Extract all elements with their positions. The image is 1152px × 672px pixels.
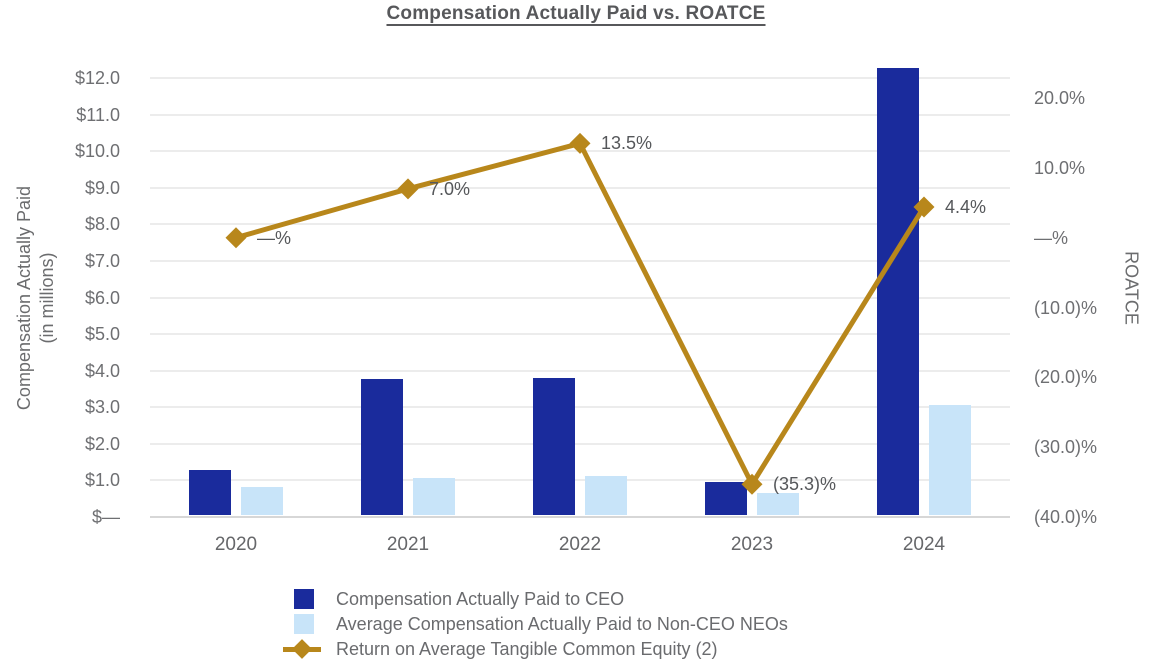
legend-label-0: Compensation Actually Paid to CEO xyxy=(336,588,625,609)
bar-ceo-2020 xyxy=(189,470,231,515)
line-marker-2022 xyxy=(569,132,591,154)
gridline-5 xyxy=(150,333,1010,336)
left-tick-3: $3.0 xyxy=(84,397,120,418)
line-marker-2024 xyxy=(913,196,935,218)
roatce-line-layer xyxy=(225,132,935,495)
gridline-7 xyxy=(150,259,1010,262)
legend-item-2: Return on Average Tangible Common Equity… xyxy=(282,637,788,661)
left-tick-11: $11.0 xyxy=(76,104,120,125)
point-label-2023: (35.3)% xyxy=(773,474,837,495)
left-tick-6: $6.0 xyxy=(84,287,120,308)
left-tick-5: $5.0 xyxy=(84,324,120,345)
legend-color-square xyxy=(294,589,314,609)
bar-neo-2020 xyxy=(241,487,283,515)
gridline-0 xyxy=(150,516,1010,518)
gridline-12 xyxy=(150,77,1010,80)
gridline-11 xyxy=(150,113,1010,116)
gridline-9 xyxy=(150,186,1010,189)
right-tick-6: 20.0% xyxy=(1034,88,1086,109)
right-tick-4: —% xyxy=(1034,227,1069,248)
gridline-1 xyxy=(150,479,1010,482)
x-label-2021: 2021 xyxy=(386,534,430,555)
x-label-2020: 2020 xyxy=(214,534,258,555)
point-label-2024: 4.4% xyxy=(945,196,987,217)
right-tick-3: (10.0)% xyxy=(1034,297,1098,318)
bar-neo-2022 xyxy=(585,476,627,515)
bar-neo-2024 xyxy=(929,405,971,515)
plot-area xyxy=(150,62,1010,518)
legend-swatch-ceo xyxy=(282,587,322,611)
point-label-2021: 7.0% xyxy=(429,178,471,199)
bar-neo-2021 xyxy=(413,477,455,515)
gridline-2 xyxy=(150,442,1010,445)
left-tick-9: $9.0 xyxy=(84,177,120,198)
legend-diamond-icon xyxy=(292,639,312,659)
left-tick-4: $4.0 xyxy=(84,360,120,381)
gridline-8 xyxy=(150,223,1010,226)
chart-title: Compensation Actually Paid vs. ROATCE xyxy=(386,3,766,24)
point-label-2022: 13.5% xyxy=(601,133,653,154)
legend-item-1: Average Compensation Actually Paid to No… xyxy=(282,612,788,636)
gridline-4 xyxy=(150,369,1010,372)
x-label-2022: 2022 xyxy=(558,534,602,555)
legend-item-0: Compensation Actually Paid to CEO xyxy=(282,587,788,611)
bar-ceo-2024 xyxy=(877,68,919,515)
gridline-6 xyxy=(150,296,1010,299)
legend-line-symbol xyxy=(282,637,322,661)
left-tick-7: $7.0 xyxy=(84,250,120,271)
roatce-line xyxy=(235,140,927,490)
right-tick-0: (40.0)% xyxy=(1034,507,1098,528)
legend: Compensation Actually Paid to CEO Average… xyxy=(282,587,788,662)
left-tick-2: $2.0 xyxy=(84,433,120,454)
bar-ceo-2021 xyxy=(361,379,403,515)
left-tick-12: $12.0 xyxy=(74,68,120,89)
x-label-2024: 2024 xyxy=(902,534,946,555)
line-marker-2021 xyxy=(397,178,419,200)
right-tick-2: (20.0)% xyxy=(1034,367,1098,388)
right-tick-1: (30.0)% xyxy=(1034,437,1098,458)
bar-ceo-2023 xyxy=(705,482,747,515)
line-marker-2020 xyxy=(225,227,247,249)
point-label-2020: —% xyxy=(257,227,292,248)
legend-label-1: Average Compensation Actually Paid to No… xyxy=(336,613,788,634)
left-tick-10: $10.0 xyxy=(74,141,120,162)
left-tick-1: $1.0 xyxy=(84,470,120,491)
legend-swatch-neo xyxy=(282,612,322,636)
line-marker-2023 xyxy=(741,473,763,495)
gridline-3 xyxy=(150,406,1010,409)
legend-color-square xyxy=(294,614,314,634)
left-tick-8: $8.0 xyxy=(84,214,120,235)
legend-label-2: Return on Average Tangible Common Equity… xyxy=(336,638,718,659)
left-tick-0: $— xyxy=(91,507,120,527)
bar-neo-2023 xyxy=(757,492,799,515)
bar-ceo-2022 xyxy=(533,378,575,515)
right-tick-5: 10.0% xyxy=(1034,157,1086,178)
x-label-2023: 2023 xyxy=(730,534,774,555)
